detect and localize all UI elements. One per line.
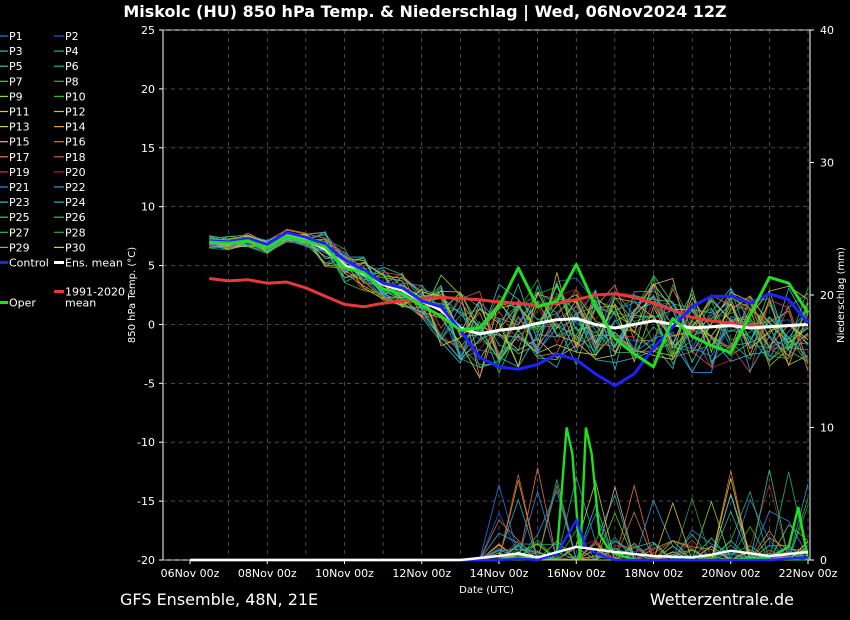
legend-label: P25 — [9, 211, 30, 224]
legend-clim-label-2: mean — [65, 297, 96, 310]
y-tick-label: 15 — [141, 142, 155, 155]
legend-ens-mean-label: Ens. mean — [65, 257, 123, 270]
y2-tick-label: 20 — [820, 289, 834, 302]
x-tick-label: 16Nov 00z — [547, 567, 606, 580]
legend-label: P18 — [65, 151, 86, 164]
legend-label: P22 — [65, 181, 86, 194]
legend-label: P24 — [65, 196, 86, 209]
legend-label: P15 — [9, 136, 30, 149]
x-tick-label: 10Nov 00z — [315, 567, 374, 580]
x-tick-label: 08Nov 00z — [238, 567, 297, 580]
legend-label: P1 — [9, 30, 23, 43]
legend-label: P10 — [65, 90, 86, 103]
series-line-3 — [209, 234, 810, 369]
legend-label: P21 — [9, 181, 30, 194]
legend-control-label: Control — [9, 257, 49, 270]
y2-axis-label: Niederschlag (mm) — [836, 247, 847, 343]
legend-label: P20 — [65, 166, 86, 179]
site-credit: Wetterzentrale.de — [649, 590, 794, 609]
series-line-0 — [209, 231, 810, 388]
x-tick-label: 12Nov 00z — [392, 567, 451, 580]
precip-line-1 — [190, 517, 809, 562]
legend-label: P5 — [9, 60, 23, 73]
y2-tick-label: 10 — [820, 422, 834, 435]
member-precip-p25 — [209, 469, 808, 561]
legend-label: P19 — [9, 166, 30, 179]
series-line-2 — [209, 277, 809, 329]
y-tick-label: 0 — [148, 318, 155, 331]
member-line-p16 — [209, 228, 809, 360]
precip-line-2 — [190, 545, 809, 562]
legend-label: P26 — [65, 211, 86, 224]
member-line-p25 — [209, 236, 809, 364]
x-tick-label: 06Nov 00z — [161, 567, 220, 580]
legend-label: P11 — [9, 106, 30, 119]
legend-label: P29 — [9, 241, 30, 254]
y2-tick-label: 30 — [820, 157, 834, 170]
y-tick-label: -15 — [137, 495, 155, 508]
legend-label: P23 — [9, 196, 30, 209]
legend-label: P17 — [9, 151, 30, 164]
x-axis-label: Date (UTC) — [459, 585, 514, 596]
legend-label: P4 — [65, 45, 79, 58]
y-tick-label: -5 — [144, 377, 155, 390]
legend-label: P30 — [65, 241, 86, 254]
legend-label: P14 — [65, 121, 86, 134]
legend-clim-label-1: 1991-2020 — [65, 286, 125, 299]
y2-tick-label: 0 — [820, 554, 827, 567]
legend-label: P6 — [65, 60, 79, 73]
x-tick-label: 20Nov 00z — [701, 567, 760, 580]
y-tick-label: 5 — [148, 260, 155, 273]
model-info: GFS Ensemble, 48N, 21E — [120, 590, 319, 609]
y-tick-label: 20 — [141, 83, 155, 96]
legend-label: P12 — [65, 106, 86, 119]
legend-label: P16 — [65, 136, 86, 149]
x-tick-label: 14Nov 00z — [470, 567, 529, 580]
legend-label: P13 — [9, 121, 30, 134]
x-tick-label: 18Nov 00z — [624, 567, 683, 580]
legend-label: P8 — [65, 75, 79, 88]
x-tick-label: 22Nov 00z — [779, 567, 838, 580]
legend-label: P7 — [9, 75, 23, 88]
legend-label: P9 — [9, 90, 23, 103]
y-tick-label: -10 — [137, 436, 155, 449]
legend-label: P27 — [9, 226, 30, 239]
member-precip-p14 — [209, 480, 809, 561]
legend-label: P28 — [65, 226, 86, 239]
legend-label: P3 — [9, 45, 23, 58]
chart-title: Miskolc (HU) 850 hPa Temp. & Niederschla… — [123, 2, 727, 21]
member-line-p17 — [209, 229, 809, 380]
legend-oper-label: Oper — [9, 297, 36, 310]
y-tick-label: -20 — [137, 554, 155, 567]
y-tick-label: 10 — [141, 201, 155, 214]
member-line-p24 — [209, 237, 809, 373]
y-axis-label: 850 hPa Temp. (°C) — [127, 247, 138, 343]
legend-label: P2 — [65, 30, 79, 43]
y-tick-label: 25 — [141, 24, 155, 37]
y2-tick-label: 40 — [820, 24, 834, 37]
